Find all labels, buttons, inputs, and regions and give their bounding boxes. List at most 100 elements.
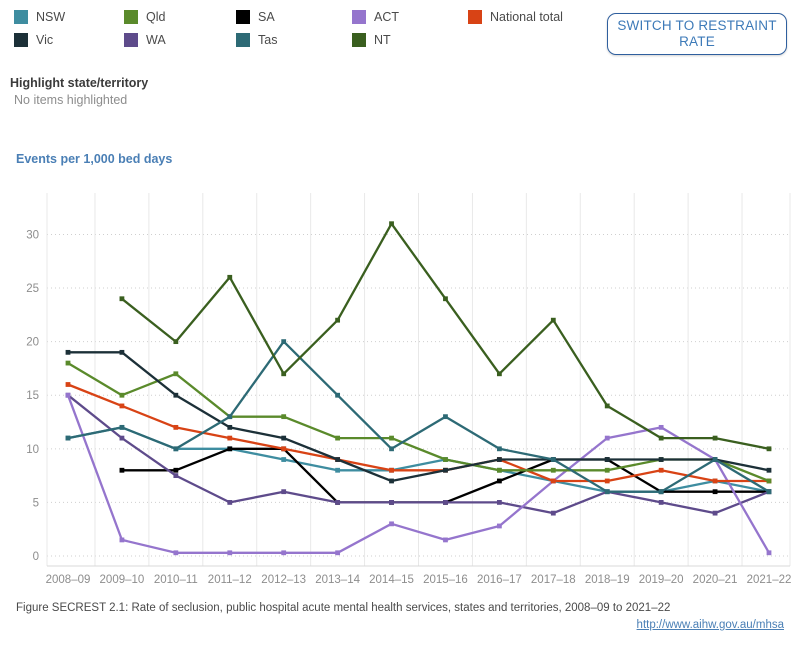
highlight-selection-value[interactable]: No items highlighted [14, 93, 128, 107]
series-data-point[interactable] [658, 500, 664, 505]
series-data-point[interactable] [658, 435, 664, 441]
series-data-point[interactable] [389, 478, 394, 484]
series-data-point[interactable] [227, 435, 233, 441]
series-data-point[interactable] [496, 457, 502, 462]
switch-to-restraint-rate-button[interactable]: SWITCH TO RESTRAINT RATE [607, 13, 787, 55]
series-data-point[interactable] [604, 435, 610, 441]
series-data-point[interactable] [766, 446, 772, 452]
series-data-point[interactable] [712, 457, 718, 462]
series-data-point[interactable] [443, 467, 448, 473]
series-data-point[interactable] [119, 296, 125, 302]
series-data-point[interactable] [712, 435, 718, 441]
series-data-point[interactable] [389, 221, 394, 227]
series-data-point[interactable] [119, 392, 125, 398]
series-tas[interactable] [65, 339, 772, 495]
series-data-point[interactable] [173, 424, 179, 430]
legend-item-sa[interactable]: SA [236, 10, 275, 24]
series-data-point[interactable] [604, 467, 610, 473]
series-data-point[interactable] [658, 424, 664, 430]
series-data-point[interactable] [335, 467, 341, 473]
series-data-point[interactable] [604, 403, 610, 409]
series-data-point[interactable] [604, 489, 610, 495]
series-data-point[interactable] [389, 467, 394, 473]
series-data-point[interactable] [766, 467, 772, 473]
series-data-point[interactable] [766, 478, 772, 484]
series-data-point[interactable] [281, 435, 287, 441]
series-data-point[interactable] [496, 523, 502, 529]
series-data-point[interactable] [443, 537, 448, 543]
series-data-point[interactable] [281, 414, 287, 420]
legend-item-nsw[interactable]: NSW [14, 10, 65, 24]
series-nt[interactable] [119, 221, 772, 452]
series-data-point[interactable] [335, 457, 341, 462]
series-data-point[interactable] [389, 446, 394, 452]
series-data-point[interactable] [119, 435, 125, 441]
legend-item-qld[interactable]: Qld [124, 10, 165, 24]
series-data-point[interactable] [173, 371, 179, 377]
series-data-point[interactable] [443, 457, 448, 462]
series-data-point[interactable] [119, 349, 125, 355]
series-data-point[interactable] [389, 435, 394, 441]
series-data-point[interactable] [443, 414, 448, 420]
series-data-point[interactable] [173, 392, 179, 398]
series-data-point[interactable] [173, 446, 179, 452]
series-data-point[interactable] [712, 478, 718, 484]
series-data-point[interactable] [335, 317, 341, 323]
source-url-link[interactable]: http://www.aihw.gov.au/mhsa [636, 619, 784, 631]
legend-item-national-total[interactable]: National total [468, 10, 563, 24]
series-data-point[interactable] [335, 435, 341, 441]
series-data-point[interactable] [227, 500, 233, 505]
series-data-point[interactable] [65, 349, 71, 355]
series-data-point[interactable] [766, 550, 772, 556]
series-data-point[interactable] [658, 457, 664, 462]
series-data-point[interactable] [604, 478, 610, 484]
series-data-point[interactable] [550, 510, 556, 516]
series-data-point[interactable] [119, 467, 125, 473]
series-data-point[interactable] [173, 550, 179, 556]
series-data-point[interactable] [496, 500, 502, 505]
series-data-point[interactable] [227, 446, 233, 452]
series-data-point[interactable] [389, 521, 394, 527]
series-data-point[interactable] [550, 478, 556, 484]
series-data-point[interactable] [335, 500, 341, 505]
series-data-point[interactable] [443, 296, 448, 302]
series-data-point[interactable] [281, 457, 287, 462]
series-data-point[interactable] [227, 550, 233, 556]
series-data-point[interactable] [496, 371, 502, 377]
series-data-point[interactable] [227, 274, 233, 280]
series-data-point[interactable] [173, 467, 179, 473]
series-data-point[interactable] [119, 403, 125, 409]
series-data-point[interactable] [65, 392, 71, 398]
series-data-point[interactable] [335, 392, 341, 398]
legend-item-vic[interactable]: Vic [14, 33, 53, 47]
legend-item-tas[interactable]: Tas [236, 33, 277, 47]
legend-item-wa[interactable]: WA [124, 33, 166, 47]
series-data-point[interactable] [712, 510, 718, 516]
series-data-point[interactable] [496, 446, 502, 452]
series-data-point[interactable] [281, 339, 287, 345]
series-data-point[interactable] [496, 467, 502, 473]
series-data-point[interactable] [173, 339, 179, 345]
legend-item-act[interactable]: ACT [352, 10, 399, 24]
series-data-point[interactable] [389, 500, 394, 505]
series-data-point[interactable] [65, 382, 71, 387]
series-data-point[interactable] [65, 435, 71, 441]
series-data-point[interactable] [443, 500, 448, 505]
series-data-point[interactable] [496, 478, 502, 484]
series-data-point[interactable] [658, 467, 664, 473]
series-data-point[interactable] [281, 446, 287, 452]
series-data-point[interactable] [550, 457, 556, 462]
series-data-point[interactable] [281, 550, 287, 556]
series-data-point[interactable] [119, 537, 125, 543]
series-data-point[interactable] [281, 489, 287, 495]
series-data-point[interactable] [227, 424, 233, 430]
series-data-point[interactable] [712, 489, 718, 495]
series-qld[interactable] [65, 360, 772, 484]
series-data-point[interactable] [335, 550, 341, 556]
series-data-point[interactable] [281, 371, 287, 377]
series-data-point[interactable] [119, 424, 125, 430]
series-data-point[interactable] [173, 473, 179, 479]
series-data-point[interactable] [658, 489, 664, 495]
series-data-point[interactable] [550, 317, 556, 323]
series-data-point[interactable] [550, 467, 556, 473]
